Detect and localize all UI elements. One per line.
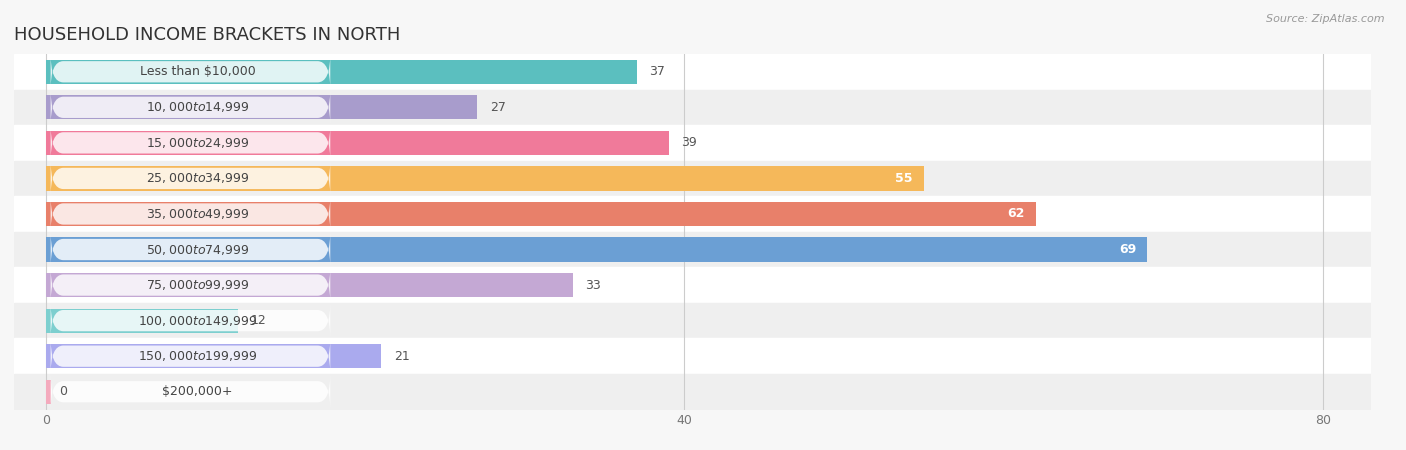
FancyBboxPatch shape (51, 267, 330, 303)
Bar (14, 303, 1371, 338)
Bar (46, 344, 381, 368)
Text: 37: 37 (650, 65, 665, 78)
Text: $75,000 to $99,999: $75,000 to $99,999 (146, 278, 249, 292)
Bar (46, 309, 238, 333)
Bar (14, 196, 1371, 232)
Text: 27: 27 (489, 101, 506, 114)
Bar (46, 95, 477, 119)
Text: $35,000 to $49,999: $35,000 to $49,999 (146, 207, 249, 221)
Text: 33: 33 (585, 279, 602, 292)
FancyBboxPatch shape (51, 54, 330, 90)
Bar (14, 125, 1371, 161)
FancyBboxPatch shape (51, 161, 330, 196)
Text: $100,000 to $149,999: $100,000 to $149,999 (138, 314, 257, 328)
Text: 0: 0 (59, 385, 66, 398)
Text: 62: 62 (1007, 207, 1025, 220)
Text: 39: 39 (682, 136, 697, 149)
Bar (46, 60, 637, 84)
Text: $150,000 to $199,999: $150,000 to $199,999 (138, 349, 257, 363)
Bar (14, 54, 1371, 90)
FancyBboxPatch shape (51, 338, 330, 374)
Bar (46, 238, 1147, 261)
Text: HOUSEHOLD INCOME BRACKETS IN NORTH: HOUSEHOLD INCOME BRACKETS IN NORTH (14, 26, 401, 44)
Bar (46, 380, 51, 404)
Bar (14, 161, 1371, 196)
Text: Less than $10,000: Less than $10,000 (139, 65, 256, 78)
FancyBboxPatch shape (51, 125, 330, 161)
Text: 21: 21 (394, 350, 409, 363)
FancyBboxPatch shape (51, 232, 330, 267)
Bar (14, 90, 1371, 125)
FancyBboxPatch shape (51, 374, 330, 410)
Bar (46, 166, 924, 190)
Text: $200,000+: $200,000+ (162, 385, 233, 398)
Text: $15,000 to $24,999: $15,000 to $24,999 (146, 136, 249, 150)
Text: 69: 69 (1119, 243, 1136, 256)
Bar (14, 374, 1371, 410)
Bar (14, 232, 1371, 267)
Text: $10,000 to $14,999: $10,000 to $14,999 (146, 100, 249, 114)
FancyBboxPatch shape (51, 90, 330, 125)
Bar (46, 273, 572, 297)
Text: Source: ZipAtlas.com: Source: ZipAtlas.com (1267, 14, 1385, 23)
Bar (46, 202, 1036, 226)
Bar (14, 338, 1371, 374)
Text: 55: 55 (896, 172, 912, 185)
Text: 12: 12 (250, 314, 266, 327)
FancyBboxPatch shape (51, 303, 330, 338)
Text: $25,000 to $34,999: $25,000 to $34,999 (146, 171, 249, 185)
FancyBboxPatch shape (51, 196, 330, 232)
Text: $50,000 to $74,999: $50,000 to $74,999 (146, 243, 249, 256)
Bar (46, 131, 668, 155)
Bar (14, 267, 1371, 303)
